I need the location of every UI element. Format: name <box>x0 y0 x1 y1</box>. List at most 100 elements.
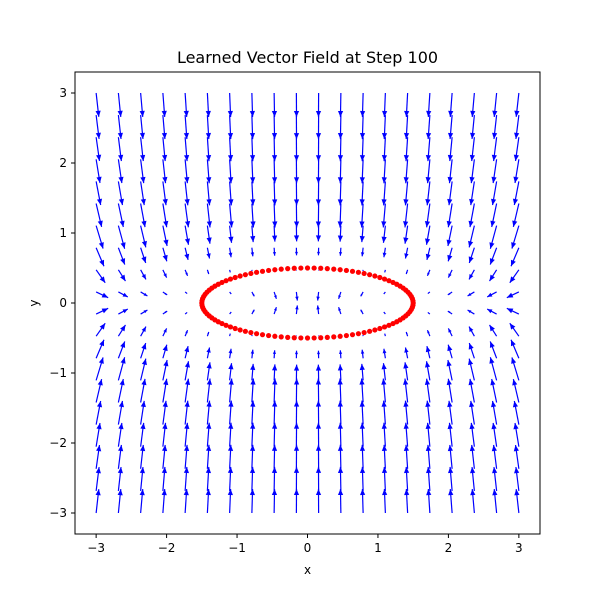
vector-arrow <box>250 400 256 425</box>
vector-arrow <box>272 181 278 206</box>
target-point <box>377 274 383 281</box>
target-point <box>355 331 362 337</box>
vector-arrow <box>229 291 232 295</box>
vector-arrow <box>95 92 101 117</box>
vector-arrow <box>447 159 453 184</box>
target-point <box>259 268 266 274</box>
vector-arrow <box>271 444 278 469</box>
vector-arrow <box>139 489 145 514</box>
vector-arrow <box>117 489 123 514</box>
target-point <box>223 278 229 284</box>
vector-arrow <box>117 269 126 282</box>
vector-arrow <box>162 328 168 337</box>
vector-arrow <box>383 291 386 295</box>
vector-arrow <box>469 400 475 425</box>
vector-arrow <box>338 350 343 359</box>
vector-arrow <box>162 444 168 469</box>
vector-arrow <box>315 488 322 514</box>
vector-arrow <box>95 115 101 139</box>
target-point <box>390 279 396 286</box>
vector-arrow <box>469 422 475 447</box>
target-point <box>242 272 248 278</box>
vector-arrow <box>293 137 300 162</box>
vector-arrow <box>514 489 520 514</box>
vector-arrow <box>382 247 387 258</box>
vector-arrow <box>492 466 498 491</box>
vector-arrow <box>293 364 300 381</box>
vector-arrow <box>359 137 366 162</box>
vector-arrow <box>250 378 256 403</box>
vector-arrow <box>184 247 190 260</box>
vector-arrow <box>228 400 234 425</box>
vector-arrow <box>161 466 167 491</box>
vector-arrow <box>381 363 387 381</box>
vector-arrow <box>117 400 124 425</box>
vector-arrow <box>315 225 322 242</box>
vector-arrow <box>184 444 190 469</box>
vector-arrow <box>249 92 256 118</box>
vector-arrow <box>468 269 475 280</box>
vector-arrow <box>140 137 146 162</box>
vector-arrow <box>491 181 498 206</box>
vector-arrow <box>512 181 520 206</box>
vector-arrow <box>295 305 299 315</box>
vector-arrow <box>489 324 498 337</box>
vector-arrow <box>293 203 300 228</box>
vector-arrow <box>425 247 431 260</box>
vector-arrow <box>162 269 168 278</box>
vector-arrow <box>249 137 256 162</box>
x-axis-label: x <box>304 563 311 577</box>
vector-arrow <box>338 247 343 256</box>
vector-arrow <box>228 247 233 258</box>
vector-arrow <box>228 378 234 403</box>
target-point <box>298 265 304 271</box>
target-point <box>285 334 291 340</box>
vector-arrow <box>117 159 124 184</box>
vector-arrow <box>227 444 234 469</box>
vector-arrow <box>205 466 212 491</box>
target-point <box>253 331 260 337</box>
vector-arrow <box>359 92 366 118</box>
vector-arrow <box>184 137 190 162</box>
vector-arrow <box>162 247 168 262</box>
vector-arrow <box>273 307 277 315</box>
vector-arrow <box>117 324 126 337</box>
vector-arrow <box>140 203 147 228</box>
x-tick-label: 0 <box>304 541 312 555</box>
vector-arrow <box>272 364 278 381</box>
vector-arrow <box>448 92 454 117</box>
vector-arrow <box>184 378 191 403</box>
target-point <box>349 332 356 338</box>
vector-arrow <box>448 115 454 140</box>
vector-arrow <box>382 348 387 359</box>
target-points <box>199 265 416 341</box>
vector-arrow <box>315 92 322 118</box>
vector-arrow <box>337 378 343 403</box>
vector-arrow <box>337 203 343 228</box>
vector-arrow <box>140 378 147 403</box>
vector-arrow <box>360 291 364 297</box>
vector-arrow <box>316 305 320 315</box>
vector-arrow <box>512 378 520 403</box>
vector-arrow <box>492 92 498 117</box>
vector-arrow <box>293 92 300 118</box>
vector-arrow <box>228 422 234 447</box>
vector-arrow <box>95 357 104 381</box>
vector-arrow <box>250 203 256 228</box>
vector-arrow <box>206 181 212 206</box>
vector-arrow <box>140 247 147 264</box>
vector-arrow <box>272 203 278 228</box>
vector-arrow <box>384 333 386 337</box>
vector-arrow <box>95 159 102 184</box>
vector-arrow <box>95 489 101 514</box>
vector-arrow <box>162 203 169 228</box>
vector-arrow <box>140 159 146 184</box>
vector-arrow <box>205 115 212 140</box>
vector-arrow <box>469 444 475 469</box>
vector-arrow <box>489 357 498 381</box>
target-point <box>381 324 388 330</box>
target-point <box>372 273 378 279</box>
vector-arrow <box>403 466 410 491</box>
vector-arrow <box>229 333 231 337</box>
vector-arrow <box>117 341 126 359</box>
